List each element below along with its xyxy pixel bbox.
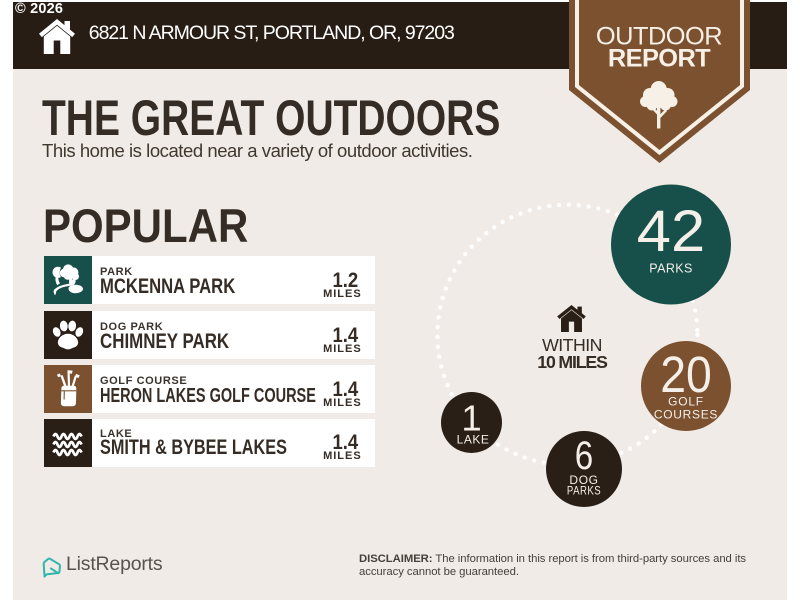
- svg-text:DOG: DOG: [569, 473, 598, 487]
- svg-text:OUTDOOR: OUTDOOR: [596, 23, 722, 51]
- svg-text:COURSES: COURSES: [654, 408, 718, 422]
- svg-text:20: 20: [660, 347, 712, 403]
- svg-text:PARKS: PARKS: [649, 262, 692, 276]
- svg-text:PARKS: PARKS: [567, 485, 601, 498]
- svg-text:GOLF: GOLF: [668, 395, 704, 409]
- svg-text:LAKE: LAKE: [457, 433, 490, 447]
- svg-text:42: 42: [637, 199, 705, 264]
- svg-text:6: 6: [575, 433, 593, 477]
- svg-text:1: 1: [461, 398, 481, 439]
- svg-text:REPORT: REPORT: [608, 44, 711, 72]
